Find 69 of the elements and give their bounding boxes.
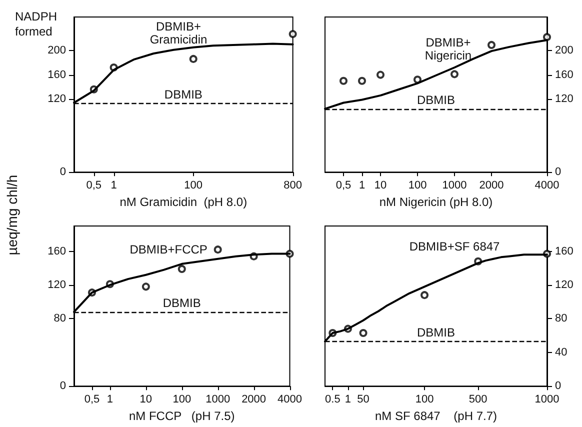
y-axis-title: µeq/mg chl/h	[4, 174, 20, 256]
x-tick-label: 100	[408, 180, 427, 192]
ref-line-label: DBMIB	[416, 92, 456, 107]
x-axis-title: nM Gramicidin (pH 8.0)	[120, 195, 248, 209]
y-tick-label: 0	[60, 380, 66, 392]
y2-tick-label: 0	[555, 166, 562, 178]
point	[376, 70, 384, 79]
x-tick-label: 10	[140, 394, 152, 406]
x-tick-label: 1	[106, 394, 114, 406]
x-tick-label: 0,5	[84, 394, 100, 406]
y2-tick-label: 80	[555, 312, 568, 325]
point	[340, 76, 348, 85]
point	[450, 70, 458, 78]
x-tick-label: 100	[172, 394, 192, 406]
y-tick-label: 0	[60, 166, 66, 178]
y-tick-label: 120	[48, 93, 66, 106]
y2-tick-label: 160	[555, 68, 574, 81]
y-tick-label: 160	[48, 245, 66, 258]
x-tick-label: 100	[415, 394, 434, 406]
x-tick-label: 800	[284, 180, 302, 192]
y-tick-label: 160	[48, 68, 66, 81]
point	[288, 30, 297, 38]
annotation: DBMIB+ Gramicidin	[150, 20, 208, 47]
x-tick-label: 1000	[442, 180, 467, 192]
x-tick-label: 1	[344, 394, 352, 406]
chart-title: NADPH formed	[15, 10, 58, 38]
x-tick-label: 0,5	[336, 180, 352, 192]
x-tick-label: 2000	[242, 394, 266, 406]
x-tick-label: 1000	[206, 394, 230, 406]
y2-tick-label: 200	[555, 44, 574, 56]
point	[420, 291, 429, 300]
y-tick-label: 200	[48, 44, 66, 56]
point	[142, 282, 150, 291]
point	[488, 40, 496, 49]
ref-line-label: DBMIB	[164, 87, 202, 102]
y2-tick-label: 40	[555, 346, 568, 358]
annotation: DBMIB+FCCP	[130, 242, 208, 257]
point	[414, 76, 422, 84]
x-tick-label: 500	[468, 394, 488, 406]
ref-line-label: DBMIB	[416, 325, 456, 340]
point	[189, 54, 198, 63]
y2-tick-label: 160	[555, 245, 574, 258]
y2-tick-label: 120	[555, 278, 574, 291]
x-axis-title: nM Nigericin (pH 8.0)	[379, 195, 493, 209]
annotation: DBMIB+SF 6847	[409, 239, 500, 254]
x-tick-label: 0.5	[325, 394, 340, 406]
x-tick-label: 1	[110, 180, 117, 192]
x-tick-label: 2000	[479, 180, 504, 192]
point	[214, 246, 222, 254]
x-tick-label: 4000	[278, 394, 302, 406]
y-tick-label: 120	[48, 278, 66, 291]
point	[358, 76, 366, 85]
x-tick-label: 1	[358, 180, 366, 192]
x-tick-label: 0,5	[86, 180, 102, 192]
x-tick-label: 4000	[534, 180, 560, 192]
y2-tick-label: 0	[555, 380, 562, 392]
annotation: DBMIB+ Nigericin	[424, 35, 472, 62]
point	[543, 33, 551, 42]
point	[178, 264, 186, 273]
x-tick-label: 50	[357, 394, 370, 406]
ref-line-label: DBMIB	[162, 296, 201, 310]
x-axis-title: nM SF 6847 (pH 7.7)	[374, 409, 498, 423]
x-axis-title: nM FCCP (pH 7.5)	[128, 409, 235, 423]
y-tick-label: 80	[54, 312, 66, 325]
y2-tick-label: 120	[555, 93, 574, 106]
x-tick-label: 1000	[534, 394, 560, 406]
x-tick-label: 100	[184, 180, 203, 192]
point	[359, 329, 368, 338]
x-tick-label: 10	[374, 180, 387, 192]
